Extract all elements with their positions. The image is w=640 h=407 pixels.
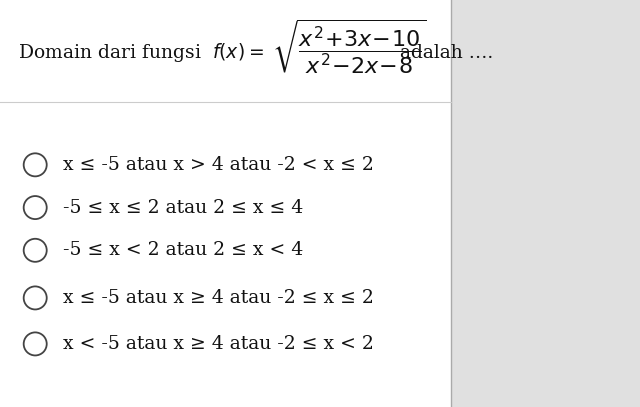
Text: x < -5 atau x ≥ 4 atau -2 ≤ x < 2: x < -5 atau x ≥ 4 atau -2 ≤ x < 2 bbox=[63, 335, 374, 353]
Bar bbox=[0, 0, 451, 407]
Text: adalah ….: adalah …. bbox=[400, 44, 493, 62]
Text: x ≤ -5 atau x > 4 atau -2 < x ≤ 2: x ≤ -5 atau x > 4 atau -2 < x ≤ 2 bbox=[63, 156, 374, 174]
Text: x ≤ -5 atau x ≥ 4 atau -2 ≤ x ≤ 2: x ≤ -5 atau x ≥ 4 atau -2 ≤ x ≤ 2 bbox=[63, 289, 374, 307]
Text: $\sqrt{\dfrac{x^2\!+\!3x\!-\!10}{x^2\!-\!2x\!-\!8}}$: $\sqrt{\dfrac{x^2\!+\!3x\!-\!10}{x^2\!-\… bbox=[272, 18, 427, 76]
Text: Domain dari fungsi  $f(x) =$: Domain dari fungsi $f(x) =$ bbox=[18, 42, 264, 64]
Bar bbox=[451, 0, 640, 407]
Text: -5 ≤ x ≤ 2 atau 2 ≤ x ≤ 4: -5 ≤ x ≤ 2 atau 2 ≤ x ≤ 4 bbox=[63, 199, 303, 217]
Text: -5 ≤ x < 2 atau 2 ≤ x < 4: -5 ≤ x < 2 atau 2 ≤ x < 4 bbox=[63, 241, 303, 259]
